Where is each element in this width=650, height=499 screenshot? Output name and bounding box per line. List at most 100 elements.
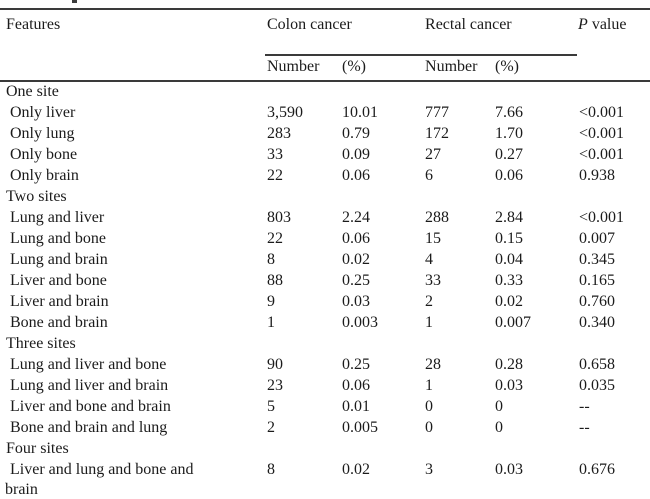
value-cell: 0.007 (495, 314, 532, 331)
value-cell: 0.760 (579, 293, 616, 310)
table-header: Features Colon cancer Rectal cancer P va… (0, 9, 650, 82)
value-cell: <0.001 (579, 104, 625, 121)
value-cell: 0.28 (495, 356, 524, 373)
col-subheader-colon-number: Number (265, 55, 340, 82)
value-cell: 777 (425, 104, 450, 121)
value-cell: 0.03 (342, 293, 370, 310)
value-cell (423, 334, 493, 355)
value-cell: 0.345 (579, 251, 616, 268)
feature-cell: Lung and bone (10, 230, 106, 247)
value-cell: 8 (267, 461, 275, 478)
value-cell: 1 (425, 314, 434, 331)
feature-cell: Only brain (10, 167, 79, 184)
value-cell: 0.005 (342, 419, 378, 436)
col-header-colon-cancer: Colon cancer (265, 9, 424, 56)
value-cell: 288 (425, 209, 450, 226)
value-cell: 0.938 (579, 167, 616, 184)
table-row: Only liver 3,590 10.01 777 7.66 <0.001 (0, 103, 650, 124)
table-row: Only brain 22 0.06 6 0.06 0.938 (0, 166, 650, 187)
col-subheader-rectal-number: Number (423, 55, 494, 82)
feature-cell: Only bone (10, 146, 78, 163)
value-cell (577, 439, 650, 460)
value-cell: 803 (267, 209, 291, 226)
p-value-symbol: P (578, 16, 588, 33)
value-cell (493, 81, 577, 103)
value-cell: 0.04 (495, 251, 524, 268)
feature-cell: Liver and bone and brain (10, 398, 171, 415)
table-row: Bone and brain and lung 2 0.005 0 0 -- (0, 418, 650, 439)
table-row: Liver and lung and bone and brain 8 0.02 3 0… (0, 460, 650, 499)
value-cell (423, 187, 493, 208)
value-cell: 0.01 (342, 398, 370, 415)
value-cell (493, 187, 577, 208)
value-cell (265, 439, 340, 460)
value-cell: 0.27 (495, 146, 524, 163)
section-row: Two sites (0, 187, 650, 208)
value-cell: 0.09 (342, 146, 370, 163)
value-cell: 0.25 (342, 272, 370, 289)
value-cell (423, 81, 493, 103)
col-header-features: Features (0, 9, 265, 82)
value-cell: <0.001 (579, 146, 625, 163)
value-cell (423, 439, 493, 460)
feature-cell: Only liver (10, 104, 76, 121)
table-row: Liver and bone 88 0.25 33 0.33 0.165 (0, 271, 650, 292)
p-value-label: value (587, 16, 627, 33)
table-row: Lung and liver and brain 23 0.06 1 0.03 0.035 (0, 376, 650, 397)
section-row: Three sites (0, 334, 650, 355)
metastatic-sites-table: Features Colon cancer Rectal cancer P va… (0, 8, 650, 499)
feature-cell: Lung and liver (10, 209, 105, 226)
table-row: Only lung 283 0.79 172 1.70 <0.001 (0, 124, 650, 145)
feature-cell: Lung and brain (10, 251, 108, 268)
value-cell: 4 (425, 251, 434, 268)
table-row: Only bone 33 0.09 27 0.27 <0.001 (0, 145, 650, 166)
value-cell: 90 (267, 356, 283, 373)
value-cell (493, 334, 577, 355)
value-cell: 33 (425, 272, 442, 289)
value-cell (265, 187, 340, 208)
value-cell (340, 334, 423, 355)
value-cell: 27 (425, 146, 442, 163)
value-cell: 3,590 (267, 104, 303, 121)
value-cell: 0.33 (495, 272, 524, 289)
value-cell: 0.02 (342, 251, 370, 268)
value-cell: 0.02 (495, 293, 524, 310)
col-header-p-value: P value (577, 9, 650, 82)
section-label-cell: One site (6, 83, 59, 100)
section-label-cell: Three sites (6, 335, 76, 352)
value-cell: 0.06 (342, 167, 370, 184)
value-cell (577, 187, 650, 208)
feature-cell: Bone and brain (10, 314, 108, 331)
section-label-cell: Four sites (6, 440, 69, 457)
value-cell: 0.003 (342, 314, 378, 331)
value-cell: 0 (495, 398, 504, 415)
value-cell: 22 (267, 230, 283, 247)
feature-cell: Lung and liver and bone (10, 356, 167, 373)
value-cell: 23 (267, 377, 283, 394)
value-cell: 88 (267, 272, 283, 289)
value-cell: -- (579, 398, 590, 415)
value-cell: 9 (267, 293, 275, 310)
table-row: Lung and brain 8 0.02 4 0.04 0.345 (0, 250, 650, 271)
value-cell: 0.340 (579, 314, 616, 331)
value-cell: 22 (267, 167, 283, 184)
value-cell: 1.70 (495, 125, 524, 142)
value-cell: 0 (425, 419, 434, 436)
value-cell (265, 81, 340, 103)
feature-cell: Liver and bone (10, 272, 107, 289)
table-row: Lung and bone 22 0.06 15 0.15 0.007 (0, 229, 650, 250)
header-row-subheaders: Number (%) Number (%) (0, 55, 650, 82)
feature-cell: Lung and liver and brain (10, 377, 169, 394)
value-cell: 0.15 (495, 230, 524, 247)
value-cell: 2 (267, 419, 275, 436)
value-cell: 28 (425, 356, 442, 373)
header-row-groups: Features Colon cancer Rectal cancer P va… (0, 9, 650, 82)
value-cell: 172 (425, 125, 450, 142)
value-cell: 15 (425, 230, 442, 247)
table-row: Lung and liver 803 2.24 288 2.84 <0.001 (0, 208, 650, 229)
value-cell: 7.66 (495, 104, 524, 121)
value-cell (340, 439, 423, 460)
value-cell: -- (579, 419, 590, 436)
value-cell (577, 334, 650, 355)
